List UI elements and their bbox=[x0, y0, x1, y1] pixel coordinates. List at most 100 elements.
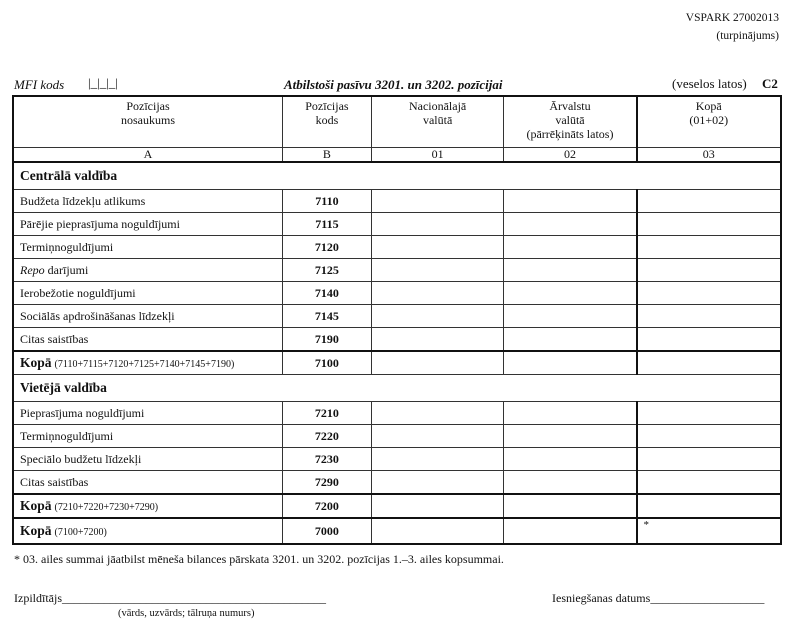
section-title: Centrālā valdība bbox=[13, 161, 781, 190]
value-cell-02[interactable] bbox=[503, 470, 638, 495]
report-table: Pozīcijas nosaukums Pozīcijas kods Nacionā… bbox=[12, 95, 782, 545]
value-cell-01[interactable] bbox=[370, 258, 505, 282]
row-code: 7115 bbox=[282, 212, 372, 236]
form-code: VSPARK 27002013 bbox=[685, 12, 779, 24]
value-cell-02[interactable] bbox=[503, 517, 638, 545]
col-letter: A bbox=[12, 147, 284, 163]
col-header-01: Nacionālajā valūtā bbox=[370, 95, 505, 148]
col-header-03: Kopā (01+02) bbox=[635, 95, 782, 148]
value-cell-01[interactable] bbox=[370, 424, 505, 448]
table-row: Ierobežotie noguldījumi 7140 bbox=[12, 281, 782, 305]
executor-line[interactable]: ________________________________________… bbox=[62, 591, 326, 605]
row-code: 7230 bbox=[282, 447, 372, 471]
value-cell-01[interactable] bbox=[370, 447, 505, 471]
value-cell-02[interactable] bbox=[503, 424, 638, 448]
row-name: Repo darījumi bbox=[12, 258, 284, 282]
value-cell-03[interactable] bbox=[635, 447, 782, 471]
executor-field[interactable]: Izpildītājs_____________________________… bbox=[14, 591, 326, 606]
value-cell-01[interactable] bbox=[370, 350, 505, 375]
value-cell-01[interactable] bbox=[370, 401, 505, 425]
value-cell-01[interactable] bbox=[370, 235, 505, 259]
value-cell-03[interactable] bbox=[635, 350, 782, 375]
row-code: 7100 bbox=[282, 350, 372, 375]
row-name: Budžeta līdzekļu atlikums bbox=[12, 189, 284, 213]
value-cell-03[interactable] bbox=[635, 470, 782, 495]
section-header: Centrālā valdība bbox=[13, 161, 781, 190]
value-cell-01[interactable] bbox=[370, 189, 505, 213]
date-line[interactable]: ___________________ bbox=[650, 591, 765, 605]
row-code: 7190 bbox=[282, 327, 372, 352]
value-cell-01[interactable] bbox=[370, 212, 505, 236]
value-cell-01[interactable] bbox=[370, 493, 505, 519]
col-header-a: Pozīcijas nosaukums bbox=[12, 95, 284, 148]
row-code: 7145 bbox=[282, 304, 372, 328]
header-row: Pozīcijas nosaukums Pozīcijas kods Nacionā… bbox=[12, 95, 782, 148]
value-cell-03[interactable] bbox=[635, 189, 782, 213]
value-cell-02[interactable] bbox=[503, 235, 638, 259]
value-cell-02[interactable] bbox=[503, 212, 638, 236]
value-cell-03[interactable] bbox=[635, 304, 782, 328]
value-cell-01[interactable] bbox=[370, 281, 505, 305]
row-code: 7290 bbox=[282, 470, 372, 495]
date-field[interactable]: Iesniegšanas datums___________________ bbox=[552, 591, 764, 606]
value-cell-02[interactable] bbox=[503, 304, 638, 328]
value-cell-01[interactable] bbox=[370, 304, 505, 328]
value-cell-03[interactable] bbox=[635, 258, 782, 282]
value-cell-01[interactable] bbox=[370, 517, 505, 545]
value-cell-02[interactable] bbox=[503, 447, 638, 471]
value-cell-02[interactable] bbox=[503, 401, 638, 425]
table-row: Termiņnoguldījumi 7120 bbox=[12, 235, 782, 259]
table-row: Citas saistības 7290 bbox=[12, 470, 782, 495]
table-row: Pieprasījuma noguldījumi 7210 bbox=[12, 401, 782, 425]
executor-caption: (vārds, uzvārds; tālruņa numurs) bbox=[118, 608, 255, 619]
value-cell-02[interactable] bbox=[503, 189, 638, 213]
total-row: Kopā (7110+7115+7120+7125+7140+7145+7190… bbox=[12, 350, 782, 375]
value-cell-03[interactable] bbox=[635, 212, 782, 236]
value-cell-03[interactable] bbox=[635, 493, 782, 519]
row-code: 7140 bbox=[282, 281, 372, 305]
row-name: Speciālo budžetu līdzekļi bbox=[12, 447, 284, 471]
row-name: Termiņnoguldījumi bbox=[12, 235, 284, 259]
units-label: (veselos latos) bbox=[672, 76, 747, 91]
row-name: Kopā (7100+7200) bbox=[12, 517, 284, 545]
row-code: 7210 bbox=[282, 401, 372, 425]
table-row: Repo darījumi 7125 bbox=[12, 258, 782, 282]
row-code: 7110 bbox=[282, 189, 372, 213]
value-cell-02[interactable] bbox=[503, 350, 638, 375]
table-row: Citas saistības 7190 bbox=[12, 327, 782, 352]
mfi-label: MFI kods bbox=[14, 77, 65, 92]
row-name: Citas saistības bbox=[12, 327, 284, 352]
section-header: Vietējā valdība bbox=[13, 374, 781, 402]
value-cell-02[interactable] bbox=[503, 281, 638, 305]
section-code: C2 bbox=[762, 76, 778, 91]
value-cell-03[interactable] bbox=[635, 235, 782, 259]
date-label: Iesniegšanas datums bbox=[552, 591, 651, 605]
mfi-code-boxes[interactable]: |_|_|_| bbox=[88, 75, 118, 90]
row-name: Ierobežotie noguldījumi bbox=[12, 281, 284, 305]
value-cell-01[interactable] bbox=[370, 327, 505, 352]
row-name: Sociālās apdrošināšanas līdzekļi bbox=[12, 304, 284, 328]
row-name: Pārējie pieprasījuma noguldījumi bbox=[12, 212, 284, 236]
value-cell-03[interactable]: * bbox=[635, 517, 782, 545]
table-row: Termiņnoguldījumi 7220 bbox=[12, 424, 782, 448]
section-title: Vietējā valdība bbox=[13, 374, 781, 402]
total-row: Kopā (7210+7220+7230+7290) 7200 bbox=[12, 493, 782, 519]
value-cell-03[interactable] bbox=[635, 281, 782, 305]
value-cell-02[interactable] bbox=[503, 493, 638, 519]
value-cell-02[interactable] bbox=[503, 327, 638, 352]
row-code: 7125 bbox=[282, 258, 372, 282]
value-cell-03[interactable] bbox=[635, 401, 782, 425]
col-header-b: Pozīcijas kods bbox=[282, 95, 372, 148]
value-cell-03[interactable] bbox=[635, 327, 782, 352]
row-code: 7200 bbox=[282, 493, 372, 519]
value-cell-03[interactable] bbox=[635, 424, 782, 448]
value-cell-01[interactable] bbox=[370, 470, 505, 495]
continuation-label: (turpinājums) bbox=[716, 30, 779, 42]
row-name: Kopā (7110+7115+7120+7125+7140+7145+7190… bbox=[12, 350, 284, 375]
value-cell-02[interactable] bbox=[503, 258, 638, 282]
row-name: Pieprasījuma noguldījumi bbox=[12, 401, 284, 425]
row-name: Termiņnoguldījumi bbox=[12, 424, 284, 448]
table-row: Pārējie pieprasījuma noguldījumi 7115 bbox=[12, 212, 782, 236]
row-code: 7000 bbox=[282, 517, 372, 545]
row-name: Citas saistības bbox=[12, 470, 284, 495]
